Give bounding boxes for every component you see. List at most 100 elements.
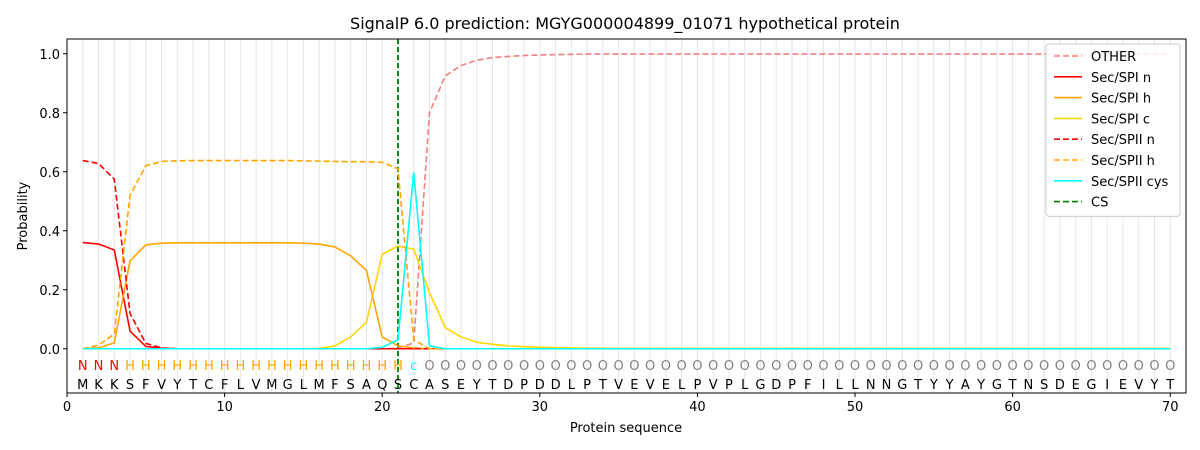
region-label: O <box>629 359 639 374</box>
residue-label: P <box>583 378 591 393</box>
region-label: O <box>960 359 970 374</box>
residue-label: K <box>110 378 119 393</box>
x-tick-label: 60 <box>1004 400 1021 415</box>
region-label: O <box>976 359 986 374</box>
region-label: c <box>410 359 417 374</box>
residue-label: S <box>441 378 449 393</box>
residue-label: N <box>882 378 892 393</box>
legend-label: Sec/SPI n <box>1091 71 1151 86</box>
region-label: O <box>487 359 497 374</box>
y-axis-label: Probability <box>16 181 31 250</box>
residue-label: D <box>1055 378 1065 393</box>
region-label: H <box>188 359 198 374</box>
region-label: O <box>1086 359 1096 374</box>
region-label: O <box>818 359 828 374</box>
region-label: O <box>598 359 608 374</box>
x-tick-label: 50 <box>847 400 864 415</box>
residue-label: F <box>804 378 811 393</box>
region-label: O <box>692 359 702 374</box>
region-label: O <box>645 359 655 374</box>
region-label: O <box>755 359 765 374</box>
residue-label: V <box>157 378 166 393</box>
legend-box <box>1045 43 1181 217</box>
series-line-sec-spii-cys <box>82 172 1171 350</box>
region-label: O <box>440 359 450 374</box>
residue-label: Y <box>1150 378 1159 393</box>
residue-label: D <box>551 378 561 393</box>
residue-label: N <box>1024 378 1034 393</box>
y-tick-label: 1.0 <box>39 48 60 63</box>
x-tick-label: 40 <box>689 400 706 415</box>
region-label: H <box>220 359 230 374</box>
residue-label: A <box>961 378 970 393</box>
region-label: H <box>362 359 372 374</box>
plot-frame <box>66 38 1187 394</box>
region-label: O <box>1134 359 1144 374</box>
residue-label: L <box>678 378 686 393</box>
residue-label: V <box>646 378 655 393</box>
x-tick-label: 10 <box>216 400 233 415</box>
region-label: H <box>330 359 340 374</box>
region-label: O <box>803 359 813 374</box>
region-label: O <box>1102 359 1112 374</box>
region-label: H <box>377 359 387 374</box>
residue-label: P <box>520 378 528 393</box>
residue-label: T <box>188 378 197 393</box>
region-label: O <box>677 359 687 374</box>
region-label: O <box>787 359 797 374</box>
region-label: O <box>897 359 907 374</box>
region-label: O <box>582 359 592 374</box>
residue-label: C <box>409 378 418 393</box>
residue-label: L <box>851 378 859 393</box>
region-label: O <box>1023 359 1033 374</box>
region-label: O <box>881 359 891 374</box>
axes-layer: 0 10 20 30 40 50 60 70 0.0 0.2 0.4 0.6 0.8 1.0 <box>39 38 1187 415</box>
legend-label: Sec/SPI c <box>1091 112 1150 127</box>
residue-label: L <box>568 378 576 393</box>
x-axis-label: Protein sequence <box>570 421 682 436</box>
region-label: N <box>78 359 88 374</box>
residue-label: Y <box>945 378 954 393</box>
region-label: H <box>172 359 182 374</box>
residue-label: T <box>1165 378 1174 393</box>
residue-label: Y <box>929 378 938 393</box>
region-label: O <box>1039 359 1049 374</box>
region-label: O <box>1071 359 1081 374</box>
region-label: O <box>550 359 560 374</box>
residue-label: S <box>1040 378 1048 393</box>
region-label: O <box>1055 359 1065 374</box>
residue-label: D <box>771 378 781 393</box>
sequence-labels: NMNKNKHSHFHVHYHTHCHFHLHVHMHGHLHMHFHSHAHQ… <box>77 359 1175 393</box>
residue-label: P <box>725 378 733 393</box>
region-label: O <box>913 359 923 374</box>
y-tick-label: 0.4 <box>39 225 60 240</box>
region-label: H <box>235 359 245 374</box>
region-label: O <box>519 359 529 374</box>
region-label: H <box>283 359 293 374</box>
residue-label: M <box>314 378 325 393</box>
region-label: O <box>771 359 781 374</box>
residue-label: E <box>1072 378 1080 393</box>
region-label: O <box>661 359 671 374</box>
y-tick-label: 0.6 <box>39 166 60 181</box>
residue-label: L <box>741 378 749 393</box>
residue-label: P <box>694 378 702 393</box>
residue-label: S <box>126 378 134 393</box>
residue-label: S <box>394 378 402 393</box>
legend: OTHER Sec/SPI n Sec/SPI h Sec/SPI c Sec/SPII… <box>1045 43 1181 217</box>
residue-label: G <box>283 378 293 393</box>
region-label: O <box>850 359 860 374</box>
y-tick-label: 0.0 <box>39 343 60 358</box>
residue-label: E <box>630 378 638 393</box>
residue-label: D <box>503 378 513 393</box>
residue-label: N <box>866 378 876 393</box>
residue-label: T <box>1008 378 1017 393</box>
region-label: O <box>456 359 466 374</box>
y-tick-label: 0.2 <box>39 284 60 299</box>
residue-label: V <box>252 378 261 393</box>
region-label: O <box>472 359 482 374</box>
residue-label: G <box>1086 378 1096 393</box>
region-label: O <box>1165 359 1175 374</box>
